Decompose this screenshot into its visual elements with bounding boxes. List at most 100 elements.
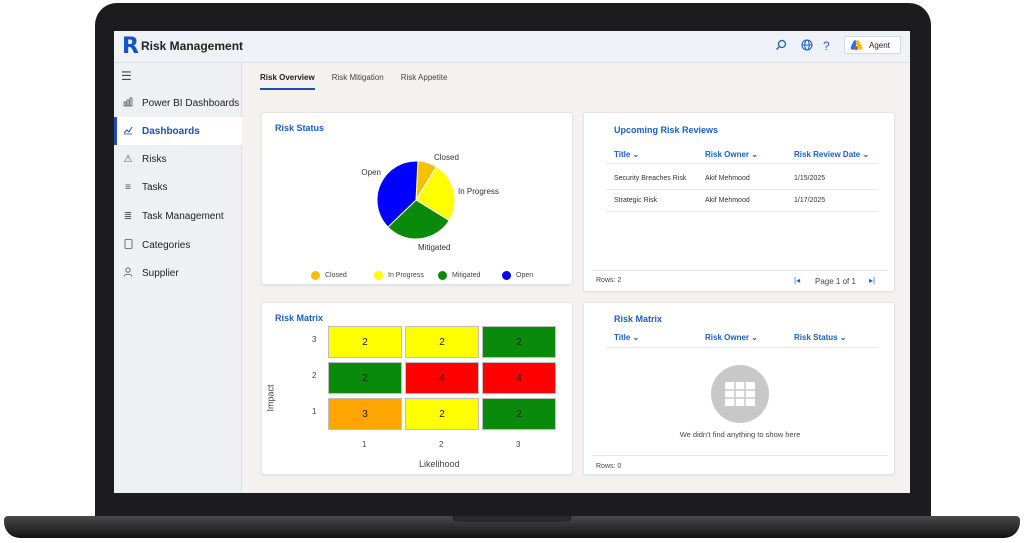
pie-slice-in-progress[interactable]	[415, 166, 456, 222]
col-head-risk-status[interactable]: Risk Status ⌄	[794, 333, 847, 342]
risk-status-pie-chart: Closed In Progress Mitigated Open	[361, 153, 499, 252]
sidebar-item-task-management[interactable]: ≣ Task Management	[114, 202, 242, 230]
matrix-cell-impact2-likelihood3[interactable]: 4	[482, 362, 556, 394]
rows-count: Rows: 2	[596, 277, 622, 284]
matrix-cell-value: 2	[516, 336, 522, 348]
checklist-icon: ≣	[123, 210, 133, 222]
pie-slice-mitigated[interactable]	[387, 199, 450, 240]
table-cell: 1/15/2025	[794, 175, 826, 182]
table-cell: Akif Mehmood	[705, 197, 750, 204]
matrix-cell-impact3-likelihood1[interactable]: 2	[328, 326, 402, 358]
x-tick: 3	[516, 440, 521, 449]
matrix-cell-value: 2	[439, 408, 445, 420]
agent-button[interactable]: Agent	[844, 36, 901, 54]
sidebar-item-label: Categories	[142, 239, 191, 251]
table-cell[interactable]: Strategic Risk	[614, 197, 658, 204]
pie-label: Open	[361, 168, 381, 177]
agent-button-label: Agent	[869, 40, 890, 50]
page-indicator: Page 1 of 1	[815, 277, 856, 286]
table-cell[interactable]: Security Breaches Risk	[614, 175, 687, 182]
legend-label: Open	[516, 272, 534, 279]
legend-label: In Progress	[388, 272, 424, 279]
warning-icon: ⚠	[123, 153, 133, 165]
legend-label: Closed	[325, 272, 347, 279]
col-head-review-date[interactable]: Risk Review Date ⌄	[794, 150, 870, 159]
matrix-cell-impact2-likelihood1[interactable]: 2	[328, 362, 402, 394]
globe-icon[interactable]	[801, 39, 813, 55]
search-icon[interactable]	[775, 39, 787, 55]
y-tick: 2	[312, 371, 317, 380]
help-icon[interactable]: ?	[823, 39, 830, 53]
pie-label: In Progress	[458, 187, 499, 196]
risk-status-title: Risk Status	[275, 123, 325, 133]
first-page-icon[interactable]: |◂	[794, 276, 801, 285]
matrix-cell-value: 2	[516, 408, 522, 420]
tab-bar: Risk Overview Risk Mitigation Risk Appet…	[260, 73, 447, 90]
sidebar-item-label: Power BI Dashboards	[142, 97, 240, 109]
matrix-cell-impact1-likelihood2[interactable]: 2	[405, 398, 479, 430]
legend-mitigated: Mitigated	[438, 271, 480, 280]
matrix-cell-impact1-likelihood1[interactable]: 3	[328, 398, 402, 430]
sidebar-item-supplier[interactable]: Supplier	[114, 259, 242, 287]
upcoming-reviews-title: Upcoming Risk Reviews	[614, 125, 719, 135]
matrix-cell-value: 2	[362, 372, 368, 384]
line-chart-icon	[122, 125, 134, 138]
bar-chart-icon	[122, 97, 134, 110]
matrix-cell-value: 2	[362, 336, 368, 348]
hamburger-menu-icon[interactable]: ☰	[121, 69, 132, 83]
rows-count: Rows: 0	[596, 463, 622, 470]
risk-matrix-list-card: Risk Matrix Title ⌄ Risk Owner ⌄ Risk St…	[583, 302, 895, 475]
y-tick: 3	[312, 335, 317, 344]
sidebar-item-label: Risks	[142, 153, 167, 165]
matrix-cell-value: 4	[439, 372, 445, 384]
sidebar-item-categories[interactable]: Categories	[114, 231, 242, 259]
tab-risk-mitigation[interactable]: Risk Mitigation	[331, 73, 384, 82]
sidebar-item-label: Tasks	[142, 181, 168, 193]
empty-state-message: We didn't find anything to show here	[679, 430, 801, 439]
col-head-title[interactable]: Title ⌄	[614, 333, 640, 342]
legend-dot	[438, 271, 447, 280]
sidebar: ☰ Power BI Dashboards Dashboards ⚠ Risks…	[114, 63, 242, 493]
empty-state-grid-icon	[711, 365, 769, 423]
x-tick: 2	[439, 440, 444, 449]
pie-label: Mitigated	[418, 243, 450, 252]
legend-label: Mitigated	[452, 272, 481, 279]
app-title: Risk Management	[141, 39, 244, 53]
matrix-cell-impact3-likelihood3[interactable]: 2	[482, 326, 556, 358]
sidebar-item-risks[interactable]: ⚠ Risks	[114, 145, 242, 173]
matrix-cell-impact3-likelihood2[interactable]: 2	[405, 326, 479, 358]
sidebar-item-tasks[interactable]: ≡ Tasks	[114, 173, 242, 201]
header-divider	[606, 347, 878, 348]
legend-dot	[502, 271, 511, 280]
tab-risk-overview[interactable]: Risk Overview	[260, 73, 315, 90]
legend-dot	[374, 271, 383, 280]
footer-divider	[592, 455, 888, 456]
x-tick: 1	[362, 440, 367, 449]
tab-risk-appetite[interactable]: Risk Appetite	[400, 73, 448, 82]
footer-divider	[592, 270, 888, 271]
sidebar-item-power-bi-dashboards[interactable]: Power BI Dashboards	[114, 89, 242, 117]
matrix-cell-value: 2	[439, 336, 445, 348]
x-axis-label: Likelihood	[419, 459, 460, 469]
col-head-risk-owner[interactable]: Risk Owner ⌄	[705, 150, 758, 159]
document-icon	[122, 238, 134, 252]
table-cell: Akif Mehmood	[705, 175, 750, 182]
col-head-title[interactable]: Title ⌄	[614, 150, 640, 159]
app-logo: R	[122, 34, 139, 59]
matrix-cell-impact2-likelihood2[interactable]: 4	[405, 362, 479, 394]
pie-slice-open[interactable]	[376, 160, 419, 228]
pie-label: Closed	[434, 153, 459, 162]
header-divider	[606, 163, 878, 164]
matrix-cell-value: 4	[516, 372, 522, 384]
sidebar-item-dashboards[interactable]: Dashboards	[114, 117, 242, 145]
legend-in-progress: In Progress	[374, 271, 424, 280]
person-icon	[122, 266, 134, 280]
app-header: R Risk Management ? Agent	[114, 31, 910, 63]
upcoming-reviews-card: Upcoming Risk Reviews Title ⌄ Risk Owner…	[583, 112, 895, 292]
legend-open: Open	[502, 271, 533, 280]
col-head-risk-owner[interactable]: Risk Owner ⌄	[705, 333, 758, 342]
app-screen: R Risk Management ? Agent ☰ Power BI Das…	[114, 31, 910, 493]
last-page-icon[interactable]: ▸|	[869, 276, 876, 285]
matrix-cell-impact1-likelihood3[interactable]: 2	[482, 398, 556, 430]
sidebar-item-label: Task Management	[142, 210, 224, 222]
